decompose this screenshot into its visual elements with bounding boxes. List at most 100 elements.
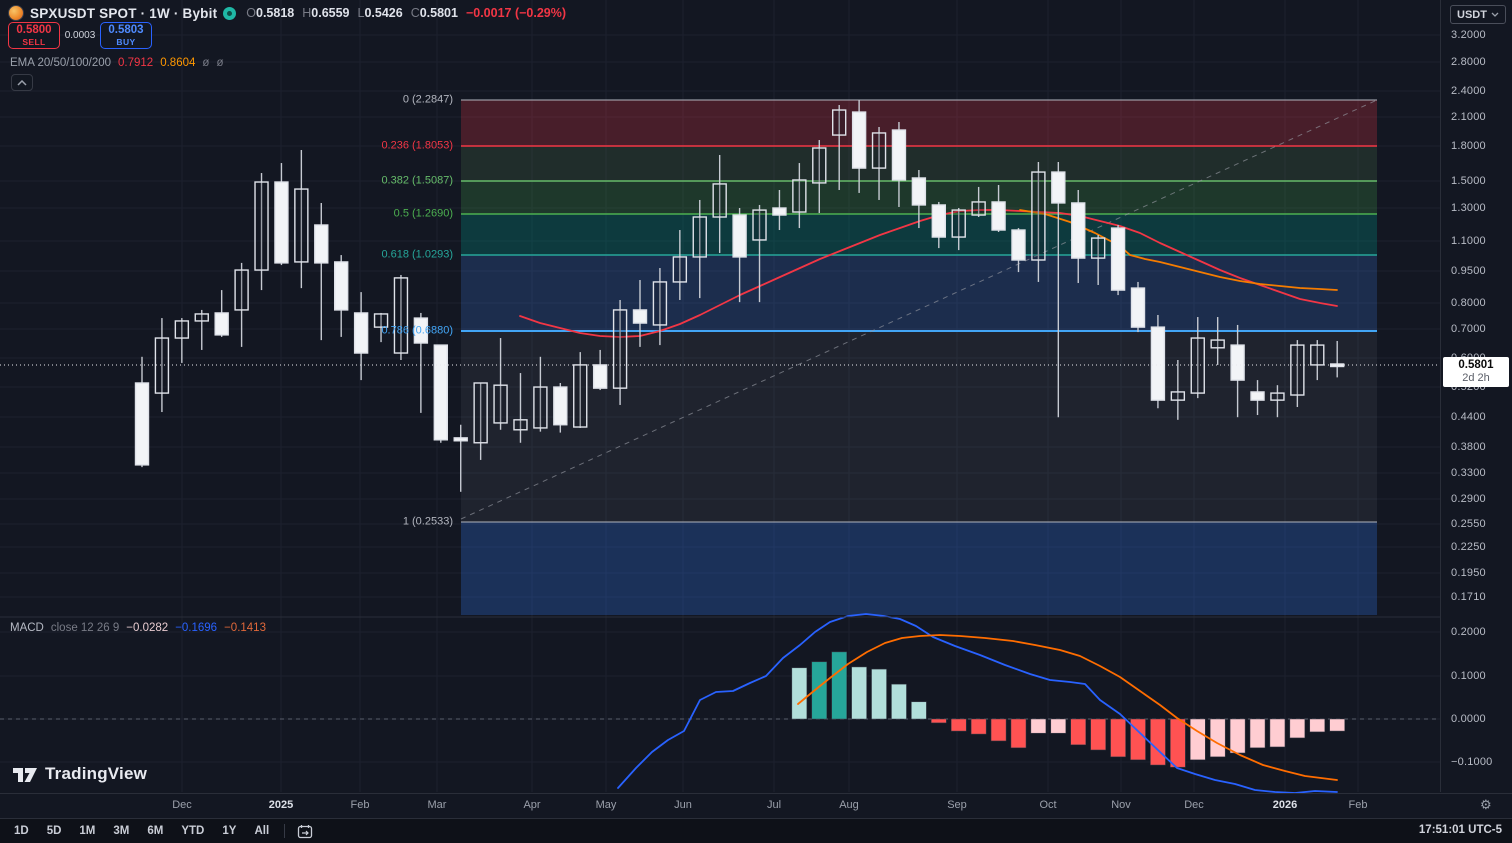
range-button-1y[interactable]: 1Y: [222, 825, 237, 837]
time-axis-label: Feb: [350, 799, 370, 811]
range-button-ytd[interactable]: YTD: [181, 825, 205, 837]
collapse-legend-button[interactable]: [11, 74, 33, 91]
ema-name: EMA 20/50/100/200: [10, 57, 112, 69]
macd-histogram-bar: [791, 667, 808, 720]
candle-body: [433, 344, 448, 441]
candle-body: [1031, 171, 1046, 261]
price-tick-label: 3.2000: [1451, 29, 1486, 41]
ema200-value: ø: [216, 57, 224, 69]
price-tick-label: 1.8000: [1451, 140, 1486, 152]
candle-body: [871, 132, 887, 169]
candle-body: [1170, 391, 1186, 401]
price-tick-label: 0.2000: [1451, 626, 1486, 638]
macd-histogram-bar: [1269, 718, 1286, 748]
sell-button[interactable]: 0.5800 SELL: [8, 22, 60, 49]
candle-body: [792, 179, 807, 213]
candle-body: [234, 269, 249, 311]
macd-line: [617, 613, 1338, 794]
macd-indicator-legend[interactable]: MACD close 12 26 9 −0.0282 −0.1696 −0.14…: [10, 622, 266, 634]
macd-histogram-bar: [1229, 718, 1246, 754]
macd-histogram-bar: [851, 666, 867, 720]
chevron-down-icon: [1491, 12, 1499, 17]
macd-histogram-bar: [1090, 718, 1106, 751]
price-tick-label: 0.1000: [1451, 670, 1486, 682]
range-button-all[interactable]: All: [254, 825, 270, 837]
candle-body: [1230, 344, 1245, 381]
last-price-label: 0.5801 2d 2h: [1443, 357, 1509, 387]
candle-body: [1310, 344, 1325, 366]
bottom-toolbar: 1D 5D 1M 3M 6M YTD 1Y All 17:51:01 UTC-5: [0, 818, 1512, 843]
candle-body: [1150, 326, 1166, 401]
range-button-6m[interactable]: 6M: [147, 825, 164, 837]
ohlc-item: C0.5801: [410, 6, 458, 20]
time-axis-label: Apr: [523, 799, 541, 811]
fib-zone: [461, 522, 1377, 615]
ema-indicator-legend[interactable]: EMA 20/50/100/200 0.7912 0.8604 ø ø: [10, 57, 223, 69]
range-button-1d[interactable]: 1D: [14, 825, 29, 837]
go-to-date-button[interactable]: [297, 824, 313, 839]
time-axis-label: Nov: [1111, 799, 1131, 811]
candle-body: [214, 312, 229, 336]
macd-histogram-bar: [1050, 718, 1067, 734]
candle-body: [513, 419, 528, 431]
macd-histogram-bar: [1289, 718, 1306, 739]
ohlc-item: L0.5426: [357, 6, 403, 20]
macd-params: close 12 26 9: [50, 622, 120, 634]
range-button-3m[interactable]: 3M: [113, 825, 130, 837]
range-button-5d[interactable]: 5D: [46, 825, 62, 837]
candle-body: [314, 224, 329, 264]
price-tick-label: 0.0000: [1451, 713, 1486, 725]
time-axis-label: Dec: [172, 799, 192, 811]
candle-body: [473, 382, 488, 444]
candle-body: [832, 109, 847, 136]
candle-body: [612, 309, 628, 389]
ema50-value: 0.8604: [160, 57, 196, 69]
time-axis-label: Oct: [1039, 799, 1057, 811]
candle-body: [812, 147, 827, 184]
macd-histogram-bar: [1170, 718, 1186, 768]
candle-body: [453, 437, 468, 442]
candle-body: [533, 386, 548, 429]
price-axis[interactable]: USDT 3.2000 2.8000 2.4000 2.1000 1.8000 1.500…: [1440, 0, 1512, 792]
tradingview-logo[interactable]: TradingView: [12, 764, 147, 784]
gear-icon[interactable]: ⚙: [1480, 797, 1492, 812]
candle-body: [194, 313, 209, 322]
fib-level-label: 0.618 (1.0293): [381, 248, 453, 261]
candle-body: [134, 382, 150, 466]
change-value: −0.0017 (−0.29%): [465, 6, 567, 20]
buy-button[interactable]: 0.5803 BUY: [100, 22, 152, 49]
candle-body: [752, 209, 767, 241]
ema100-value: ø: [202, 57, 210, 69]
macd-histogram-bar: [811, 661, 828, 720]
fib-zone: [461, 255, 1377, 331]
time-axis[interactable]: Dec 2025 Feb Mar Apr May Jun Jul Aug Sep Oct Nov Dec…: [0, 793, 1512, 818]
ema20-value: 0.7912: [118, 57, 154, 69]
candle-body: [951, 209, 966, 238]
price-tick-label: 0.9500: [1451, 265, 1486, 277]
time-axis-label: Dec: [1184, 799, 1204, 811]
price-tick-label: 0.7000: [1451, 323, 1486, 335]
candle-body: [971, 201, 986, 216]
macd-histogram-bar: [911, 701, 927, 720]
fib-level-label: 1 (0.2533): [402, 515, 453, 528]
macd-name: MACD: [10, 622, 44, 634]
macd-histogram-bar: [831, 651, 847, 720]
macd-histogram-bar: [1329, 718, 1345, 732]
candle-body: [1250, 391, 1265, 401]
candle-body: [1210, 339, 1225, 349]
time-axis-label: Feb: [1348, 799, 1368, 811]
macd-histogram-bar: [1249, 718, 1266, 749]
currency-selector[interactable]: USDT: [1450, 5, 1506, 24]
tradingview-mark-icon: [13, 768, 37, 782]
ema20-line: [519, 209, 1338, 338]
symbol-title[interactable]: SPXUSDT SPOT · 1W · Bybit: [30, 5, 218, 21]
macd-histogram-bar: [1309, 718, 1326, 733]
bar-countdown: 2d 2h: [1462, 372, 1490, 384]
clock-readout[interactable]: 17:51:01 UTC-5: [1418, 824, 1502, 836]
macd-histogram-bar: [1209, 718, 1226, 758]
price-tick-label: 0.8000: [1451, 297, 1486, 309]
macd-histogram-bar: [1150, 718, 1166, 766]
time-axis-label: 2026: [1272, 799, 1298, 811]
range-button-1m[interactable]: 1M: [79, 825, 96, 837]
